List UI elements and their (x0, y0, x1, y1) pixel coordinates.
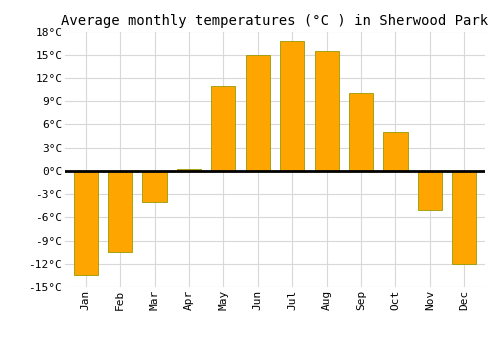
Bar (142, 171, 167, 202)
Bar (384, 132, 407, 171)
Bar (280, 41, 304, 171)
Bar (212, 86, 236, 171)
Bar (314, 51, 338, 171)
Bar (177, 169, 201, 171)
Bar (74, 171, 98, 275)
Title: Average monthly temperatures (°C ) in Sherwood Park: Average monthly temperatures (°C ) in Sh… (62, 14, 488, 28)
Bar (349, 93, 373, 171)
Bar (246, 55, 270, 171)
Bar (452, 171, 476, 264)
Bar (108, 171, 132, 252)
Bar (418, 171, 442, 210)
